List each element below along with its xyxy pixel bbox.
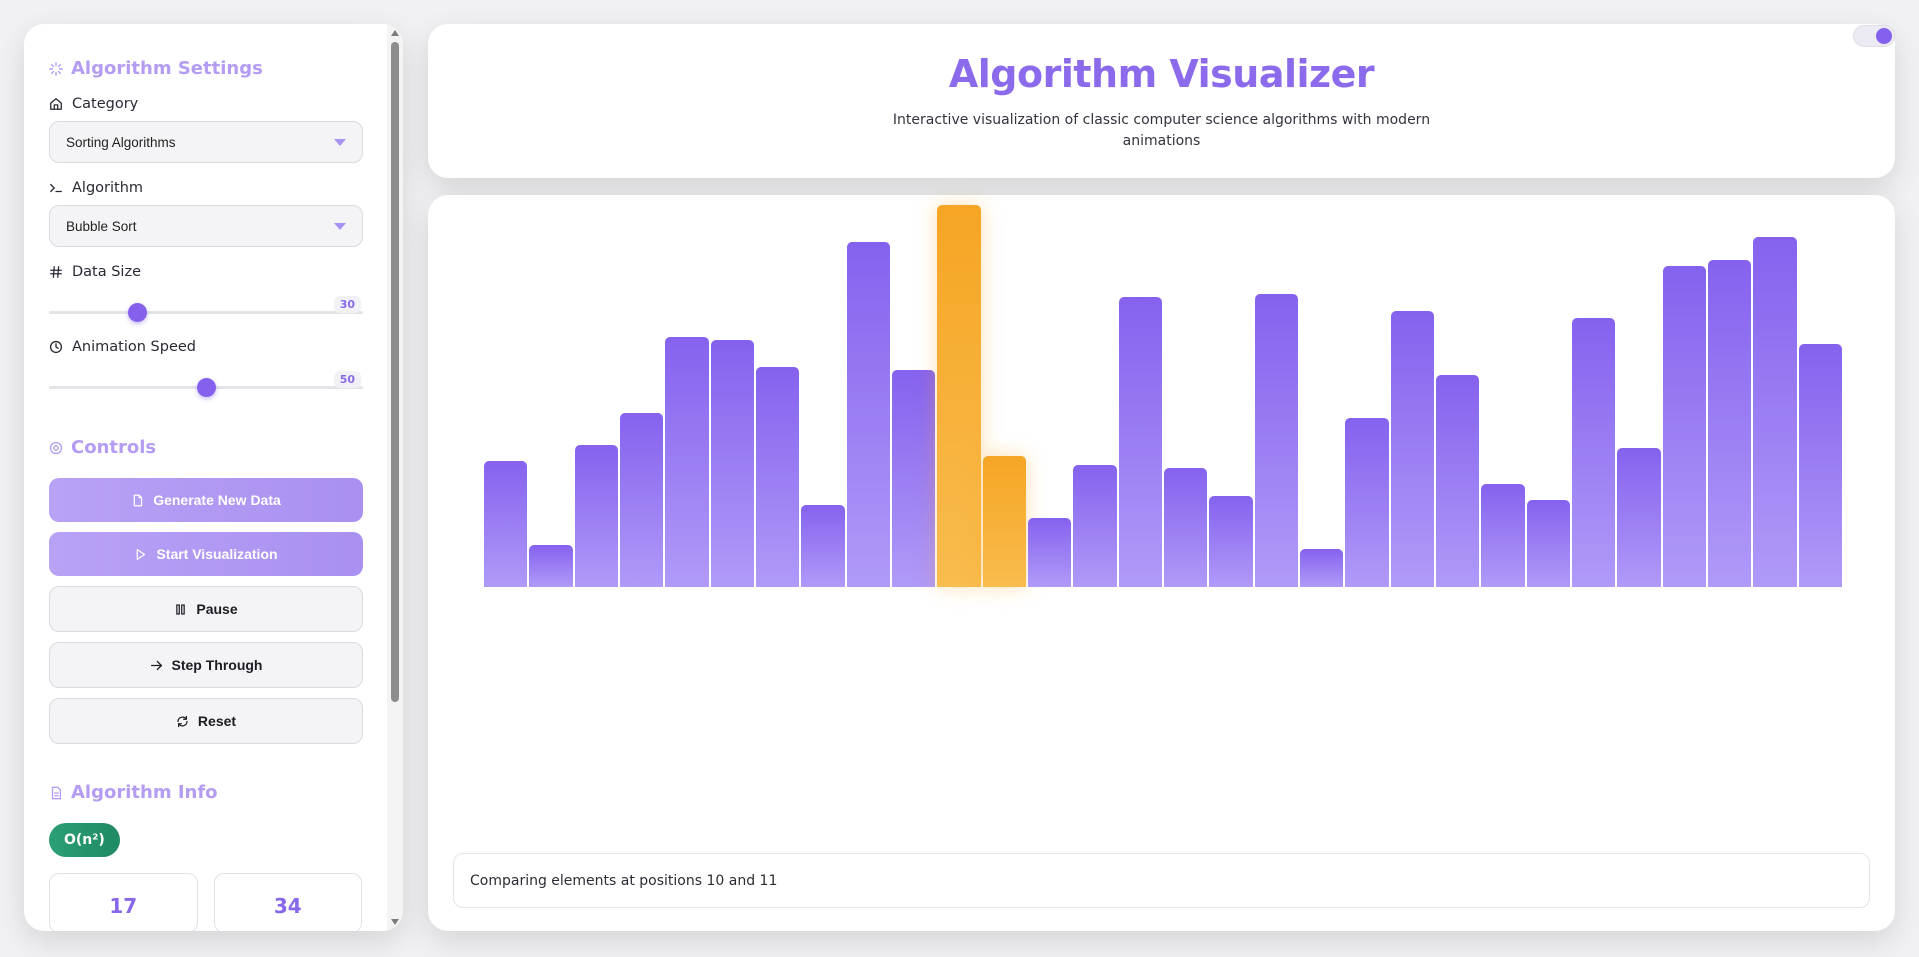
refresh-icon xyxy=(177,715,188,727)
chevron-down-icon xyxy=(334,138,346,146)
scroll-down-icon[interactable] xyxy=(391,919,399,925)
controls-heading: Controls xyxy=(49,437,362,458)
scroll-up-icon[interactable] xyxy=(391,30,399,36)
toggle-knob xyxy=(1876,28,1892,44)
status-message: Comparing elements at positions 10 and 1… xyxy=(470,872,778,889)
category-label-row: Category xyxy=(49,96,362,112)
sidebar-scrollbar[interactable] xyxy=(387,24,403,931)
pause-icon xyxy=(176,603,186,615)
chart-bar xyxy=(1526,500,1570,587)
start-visualization-button[interactable]: Start Visualization xyxy=(49,532,363,576)
category-select-value: Sorting Algorithms xyxy=(66,134,176,150)
info-stat-2: 34 xyxy=(213,873,362,931)
arrow-right-icon xyxy=(150,660,162,670)
start-visualization-label: Start Visualization xyxy=(156,546,278,562)
home-icon xyxy=(50,98,62,110)
chart-bar xyxy=(1708,260,1752,587)
algorithm-label-row: Algorithm xyxy=(49,180,362,196)
category-label: Category xyxy=(72,96,139,112)
chart-bar xyxy=(1118,297,1162,587)
bar-chart xyxy=(484,195,1844,587)
scrollbar-thumb[interactable] xyxy=(391,42,399,702)
chart-bar xyxy=(529,545,573,587)
speed-label-row: Animation Speed xyxy=(49,339,362,355)
chart-bar xyxy=(1798,344,1842,587)
chart-bar xyxy=(710,340,754,587)
play-icon xyxy=(137,548,146,560)
chart-bar xyxy=(1164,468,1208,587)
chart-bar xyxy=(1481,484,1525,587)
info-stats: 17 34 xyxy=(49,873,362,931)
status-message-box: Comparing elements at positions 10 and 1… xyxy=(453,853,1870,908)
generate-data-label: Generate New Data xyxy=(153,492,281,508)
visualization-card: Comparing elements at positions 10 and 1… xyxy=(428,195,1895,931)
chart-bar xyxy=(574,445,618,587)
chart-bar xyxy=(1436,375,1480,587)
target-icon xyxy=(49,441,63,454)
algorithm-label: Algorithm xyxy=(72,180,144,196)
info-stat-1: 17 xyxy=(49,873,198,931)
sidebar-content: Algorithm Settings Category Sorting Algo… xyxy=(24,24,387,931)
step-through-button[interactable]: Step Through xyxy=(49,642,363,688)
algorithm-settings-title: Algorithm Settings xyxy=(71,58,263,79)
pause-button[interactable]: Pause xyxy=(49,586,363,632)
data-size-track xyxy=(49,311,363,314)
chart-bar xyxy=(846,242,890,587)
file-icon xyxy=(133,494,143,506)
spinner-icon xyxy=(49,61,63,76)
data-size-label-row: Data Size xyxy=(49,264,362,280)
speed-slider[interactable]: 50 xyxy=(49,371,363,397)
algorithm-info-title: Algorithm Info xyxy=(71,782,218,803)
clock-icon xyxy=(49,340,63,354)
reset-button[interactable]: Reset xyxy=(49,698,363,744)
data-size-label: Data Size xyxy=(72,264,141,280)
page-title: Algorithm Visualizer xyxy=(948,52,1375,96)
algorithm-select-value: Bubble Sort xyxy=(66,218,137,234)
controls-title: Controls xyxy=(71,437,157,458)
data-size-slider[interactable]: 30 xyxy=(49,296,363,322)
category-select[interactable]: Sorting Algorithms xyxy=(49,121,363,163)
speed-label: Animation Speed xyxy=(72,339,196,355)
chart-bar xyxy=(1073,465,1117,587)
chart-bar xyxy=(1572,318,1616,587)
chart-bar xyxy=(937,205,981,587)
step-through-label: Step Through xyxy=(171,657,263,673)
chart-bar xyxy=(1209,496,1253,587)
chart-bar xyxy=(801,505,845,587)
document-icon xyxy=(51,786,62,799)
chart-bar xyxy=(1300,549,1344,587)
algorithm-info-heading: Algorithm Info xyxy=(49,782,362,803)
chart-bar xyxy=(1390,311,1434,587)
chart-bar xyxy=(982,456,1026,587)
chart-bar xyxy=(756,367,800,587)
pause-label: Pause xyxy=(196,601,238,617)
speed-value: 50 xyxy=(333,371,361,388)
terminal-icon xyxy=(50,183,62,193)
generate-data-button[interactable]: Generate New Data xyxy=(49,478,363,522)
page-subtitle: Interactive visualization of classic com… xyxy=(892,112,1431,149)
settings-sidebar: Algorithm Settings Category Sorting Algo… xyxy=(24,24,403,931)
chart-bar xyxy=(1753,237,1797,587)
chart-bar xyxy=(1254,294,1298,587)
reset-label: Reset xyxy=(197,713,237,729)
speed-thumb[interactable] xyxy=(197,378,216,397)
chart-bar xyxy=(484,461,528,587)
header-card: Algorithm Visualizer Interactive visuali… xyxy=(428,24,1895,178)
chart-bar xyxy=(1028,518,1072,587)
chart-bar xyxy=(1617,448,1661,587)
chart-bar xyxy=(1345,418,1389,587)
chart-bar xyxy=(1662,266,1706,587)
algorithm-settings-heading: Algorithm Settings xyxy=(49,58,362,79)
algorithm-select[interactable]: Bubble Sort xyxy=(49,205,363,247)
data-size-value: 30 xyxy=(333,296,361,313)
data-size-thumb[interactable] xyxy=(127,303,147,322)
chevron-down-icon xyxy=(334,222,346,230)
chart-bar xyxy=(620,413,664,587)
chart-bar xyxy=(665,337,709,587)
chart-bar xyxy=(892,370,936,587)
complexity-badge: O(n²) xyxy=(49,823,120,857)
hash-icon xyxy=(50,266,62,278)
theme-toggle[interactable] xyxy=(1853,25,1895,47)
